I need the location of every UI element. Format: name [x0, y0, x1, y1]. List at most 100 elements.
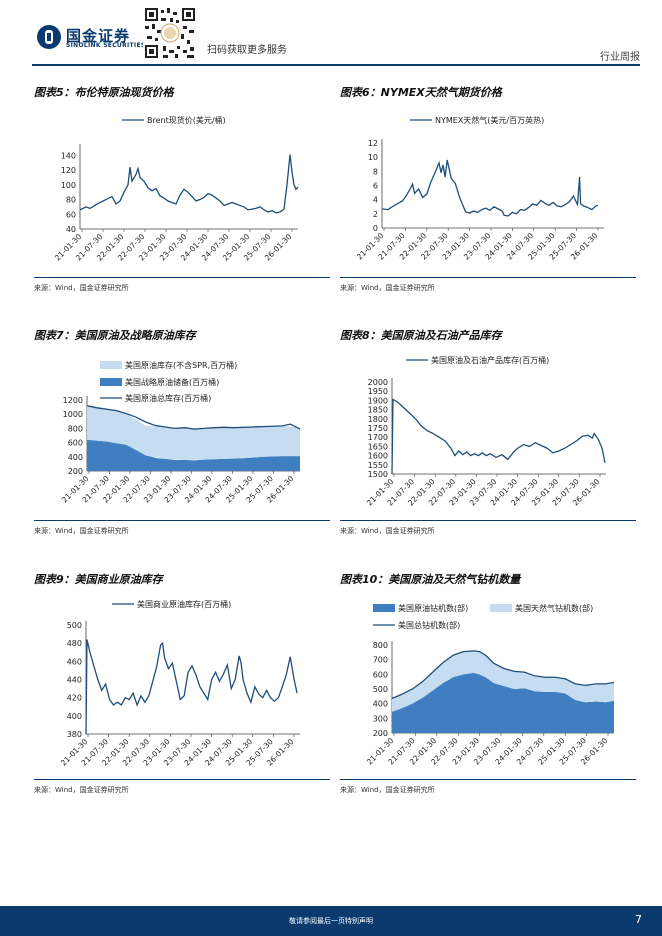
chart-panel-fig10: 图表10：美国原油及天然气钻机数量 200 300 400 500 600 700 800 2… — [340, 571, 636, 796]
brand-name: 国金证券 — [66, 27, 131, 45]
legend-swatch — [100, 361, 122, 369]
y-tick-label: 10 — [368, 153, 378, 162]
legend-label: 美国原油钻机数(部) — [398, 603, 468, 613]
y-tick-label: 2 — [373, 210, 378, 219]
y-tick-label: 440 — [67, 676, 82, 685]
legend-label: 美国原油总库存(百万桶) — [125, 393, 211, 403]
legend-label: NYMEX天然气(美元/百万英热) — [435, 115, 544, 125]
sector-label: 行业周报 — [600, 52, 640, 63]
y-tick-label: 6 — [373, 182, 378, 191]
panel-rule — [34, 277, 330, 278]
y-tick-label: 500 — [373, 685, 388, 694]
y-tick-label: 460 — [67, 657, 82, 666]
series-line — [85, 639, 298, 735]
y-tick-label: 200 — [373, 729, 388, 738]
brand-name-en: SINOLINK SECURITIES — [66, 42, 146, 49]
chart-source: 来源：Wind，国金证券研究所 — [34, 284, 129, 292]
y-tick-label: 480 — [67, 639, 82, 648]
chart-title: 图表5：布伦特原油现货价格 — [34, 86, 174, 99]
chart-fig7: 2004006008001000120021-01-3021-07-3022-0… — [60, 360, 301, 504]
chart-panel-fig6: 图表6：NYMEX天然气期货价格 0 2 4 6 8 10 12 21-01-30 21-07-… — [340, 84, 636, 294]
series-line — [79, 154, 299, 214]
y-tick-label: 0 — [373, 224, 378, 233]
legend-swatch — [100, 378, 122, 386]
y-tick-label: 1600 — [368, 452, 388, 461]
y-tick-label: 1200 — [63, 396, 83, 405]
series-area — [392, 672, 614, 733]
chart-source: 来源：Wind，国金证券研究所 — [340, 786, 435, 794]
y-tick-label: 120 — [61, 166, 76, 175]
y-tick-label: 1800 — [368, 415, 388, 424]
chart-title: 图表9：美国商业原油库存 — [34, 573, 163, 586]
y-tick-label: 1550 — [368, 461, 388, 470]
footer-disclaimer: 敬请参阅最后一页特别声明 — [289, 917, 373, 925]
series-line — [381, 159, 599, 217]
legend-label: 美国原油库存(不含SPR,百万桶) — [125, 360, 237, 370]
legend-label: 美国原油及石油产品库存(百万桶) — [431, 355, 549, 365]
y-tick-label: 380 — [67, 730, 82, 739]
y-tick-label: 1500 — [368, 470, 388, 479]
y-tick-label: 1700 — [368, 433, 388, 442]
y-tick-label: 1000 — [63, 410, 83, 419]
y-tick-label: 1650 — [368, 442, 388, 451]
qr-code-icon[interactable] — [143, 6, 197, 60]
y-tick-label: 600 — [68, 439, 83, 448]
legend-label: 美国商业原油库存(百万桶) — [137, 599, 231, 609]
y-tick-label: 4 — [373, 196, 378, 205]
panel-rule — [340, 779, 636, 780]
legend-label: 美国战略原油储备(百万桶) — [125, 377, 219, 387]
chart-source: 来源：Wind，国金证券研究所 — [340, 284, 435, 292]
footer-bar — [0, 906, 662, 936]
qr-caption: 扫码获取更多服务 — [207, 45, 287, 56]
panel-rule — [340, 277, 636, 278]
legend-swatch — [373, 604, 395, 612]
panel-rule — [340, 520, 636, 521]
y-tick-label: 300 — [373, 714, 388, 723]
page-number: 7 — [635, 913, 642, 926]
y-tick-label: 8 — [373, 167, 378, 176]
chart-panel-fig9: 图表9：美国商业原油库存 380 400 420 440 460 480 500 21-01-… — [34, 571, 330, 796]
y-tick-label: 400 — [67, 712, 82, 721]
chart-title: 图表7：美国原油及战略原油库存 — [34, 329, 196, 342]
y-tick-label: 100 — [61, 181, 76, 190]
y-tick-label: 600 — [373, 670, 388, 679]
chart-fig9: 38040042044046048050021-01-3021-07-3022-… — [59, 599, 300, 767]
header-rule — [32, 64, 640, 66]
series-area — [87, 439, 300, 471]
panel-rule — [34, 520, 330, 521]
chart-fig5: 40608010012014021-01-3021-07-3022-01-302… — [53, 115, 299, 262]
y-tick-label: 40 — [66, 225, 76, 234]
chart-title: 图表10：美国原油及天然气钻机数量 — [340, 573, 521, 586]
y-tick-label: 700 — [373, 656, 388, 665]
chart-source: 来源：Wind，国金证券研究所 — [340, 527, 435, 535]
legend-label: 美国天然气钻机数(部) — [515, 603, 593, 613]
y-tick-label: 800 — [373, 641, 388, 650]
y-tick-label: 200 — [68, 467, 83, 476]
series-stack-area — [87, 405, 300, 460]
y-tick-label: 1900 — [368, 396, 388, 405]
chart-title: 图表8：美国原油及石油产品库存 — [340, 329, 502, 342]
chart-panel-fig8: 图表8：美国原油及石油产品库存 1500 1550 1600 1650 1700 1750… — [340, 327, 636, 542]
y-tick-label: 12 — [368, 139, 378, 148]
y-tick-label: 500 — [67, 621, 82, 630]
chart-panel-fig7: 图表7：美国原油及战略原油库存 200 400 600 800 1000 1200 21-0… — [34, 327, 330, 542]
chart-source: 来源：Wind，国金证券研究所 — [34, 786, 129, 794]
y-tick-label: 140 — [61, 151, 76, 160]
legend-swatch — [490, 604, 512, 612]
y-tick-label: 800 — [68, 424, 83, 433]
chart-source: 来源：Wind，国金证券研究所 — [34, 527, 129, 535]
chart-fig6: 02468101221-01-3021-07-3022-01-3022-07-3… — [355, 115, 604, 261]
y-tick-label: 80 — [66, 196, 76, 205]
y-tick-label: 420 — [67, 694, 82, 703]
y-tick-label: 400 — [68, 453, 83, 462]
chart-fig8: 1500155016001650170017501800185019001950… — [365, 355, 606, 507]
series-line — [391, 650, 615, 700]
y-tick-label: 2000 — [368, 378, 388, 387]
legend-label: Brent现货价(美元/桶) — [147, 115, 226, 125]
y-tick-label: 400 — [373, 700, 388, 709]
y-tick-label: 1850 — [368, 406, 388, 415]
chart-panel-fig5: 图表5：布伦特原油现货价格 40 60 80 100 120 140 21-01-30 21-… — [34, 84, 330, 294]
chart-title: 图表6：NYMEX天然气期货价格 — [340, 86, 502, 99]
y-tick-label: 60 — [66, 210, 76, 219]
series-stack-area — [392, 650, 614, 712]
